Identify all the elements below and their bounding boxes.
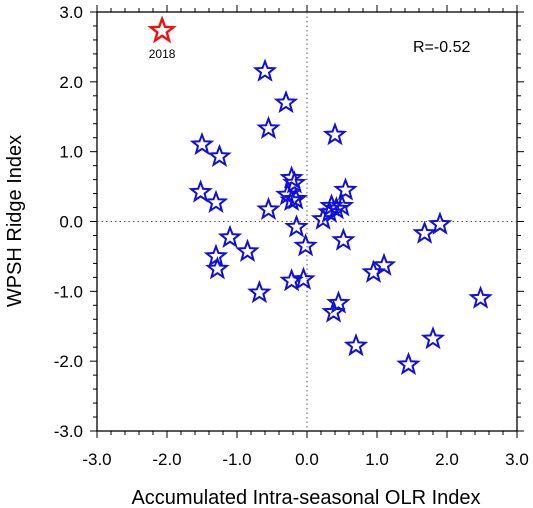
star-point (427, 211, 453, 235)
star-point (279, 268, 304, 292)
star-point (322, 122, 348, 146)
star-point (333, 177, 358, 201)
star-point (273, 89, 299, 114)
point-label: 2018 (149, 47, 176, 61)
star-point (282, 170, 307, 194)
star-point (205, 256, 230, 280)
star-point (203, 189, 229, 214)
y-tick-label: -3.0 (54, 422, 83, 441)
x-tick-labels: -3.0 -2.0 -1.0 0.0 1.0 2.0 3.0 (82, 450, 528, 469)
x-tick-label: -3.0 (82, 450, 111, 469)
star-point (310, 206, 336, 230)
star-point (247, 279, 272, 304)
star-point (189, 131, 215, 156)
star-point (321, 299, 346, 323)
axis-ticks (90, 5, 524, 438)
star-point (252, 58, 278, 82)
star-point (420, 325, 446, 350)
highlight-star-point (147, 15, 177, 44)
star-point (279, 165, 304, 189)
star-point (329, 193, 355, 217)
y-tick-label: 2.0 (59, 73, 83, 92)
star-point (256, 196, 281, 221)
star-point (217, 224, 243, 248)
star-point (331, 227, 356, 251)
star-point (326, 290, 351, 314)
x-tick-label: 0.0 (295, 450, 319, 469)
x-tick-label: 2.0 (435, 450, 459, 469)
star-point (235, 238, 260, 262)
x-axis-title: Accumulated Intra-seasonal OLR Index (131, 487, 480, 508)
zero-reference-lines (97, 12, 517, 431)
y-tick-labels: 3.0 2.0 1.0 0.0 -1.0 -2.0 -3.0 (54, 3, 83, 441)
star-point (293, 233, 318, 257)
star-point (396, 351, 421, 376)
star-point (256, 115, 281, 140)
star-point (291, 266, 316, 290)
star-point (283, 186, 309, 210)
star-point (361, 259, 386, 283)
star-point (188, 179, 213, 203)
x-tick-label: 1.0 (365, 450, 389, 469)
x-tick-label: 3.0 (505, 450, 529, 469)
y-tick-label: 3.0 (59, 3, 83, 22)
correlation-annotation: R=-0.52 (413, 39, 470, 56)
y-axis-title: WPSH Ridge Index (4, 135, 26, 307)
y-tick-label: 1.0 (59, 143, 83, 162)
star-point (343, 332, 369, 357)
star-point (468, 285, 493, 309)
y-tick-label: 0.0 (59, 213, 83, 232)
star-point (371, 252, 397, 276)
star-point (412, 220, 437, 244)
star-point (284, 214, 309, 238)
y-tick-label: -1.0 (54, 282, 83, 301)
data-points: 2018 (147, 15, 493, 376)
star-point (207, 143, 232, 167)
y-tick-label: -2.0 (54, 352, 83, 371)
x-tick-label: -2.0 (152, 450, 181, 469)
x-tick-label: -1.0 (222, 450, 251, 469)
